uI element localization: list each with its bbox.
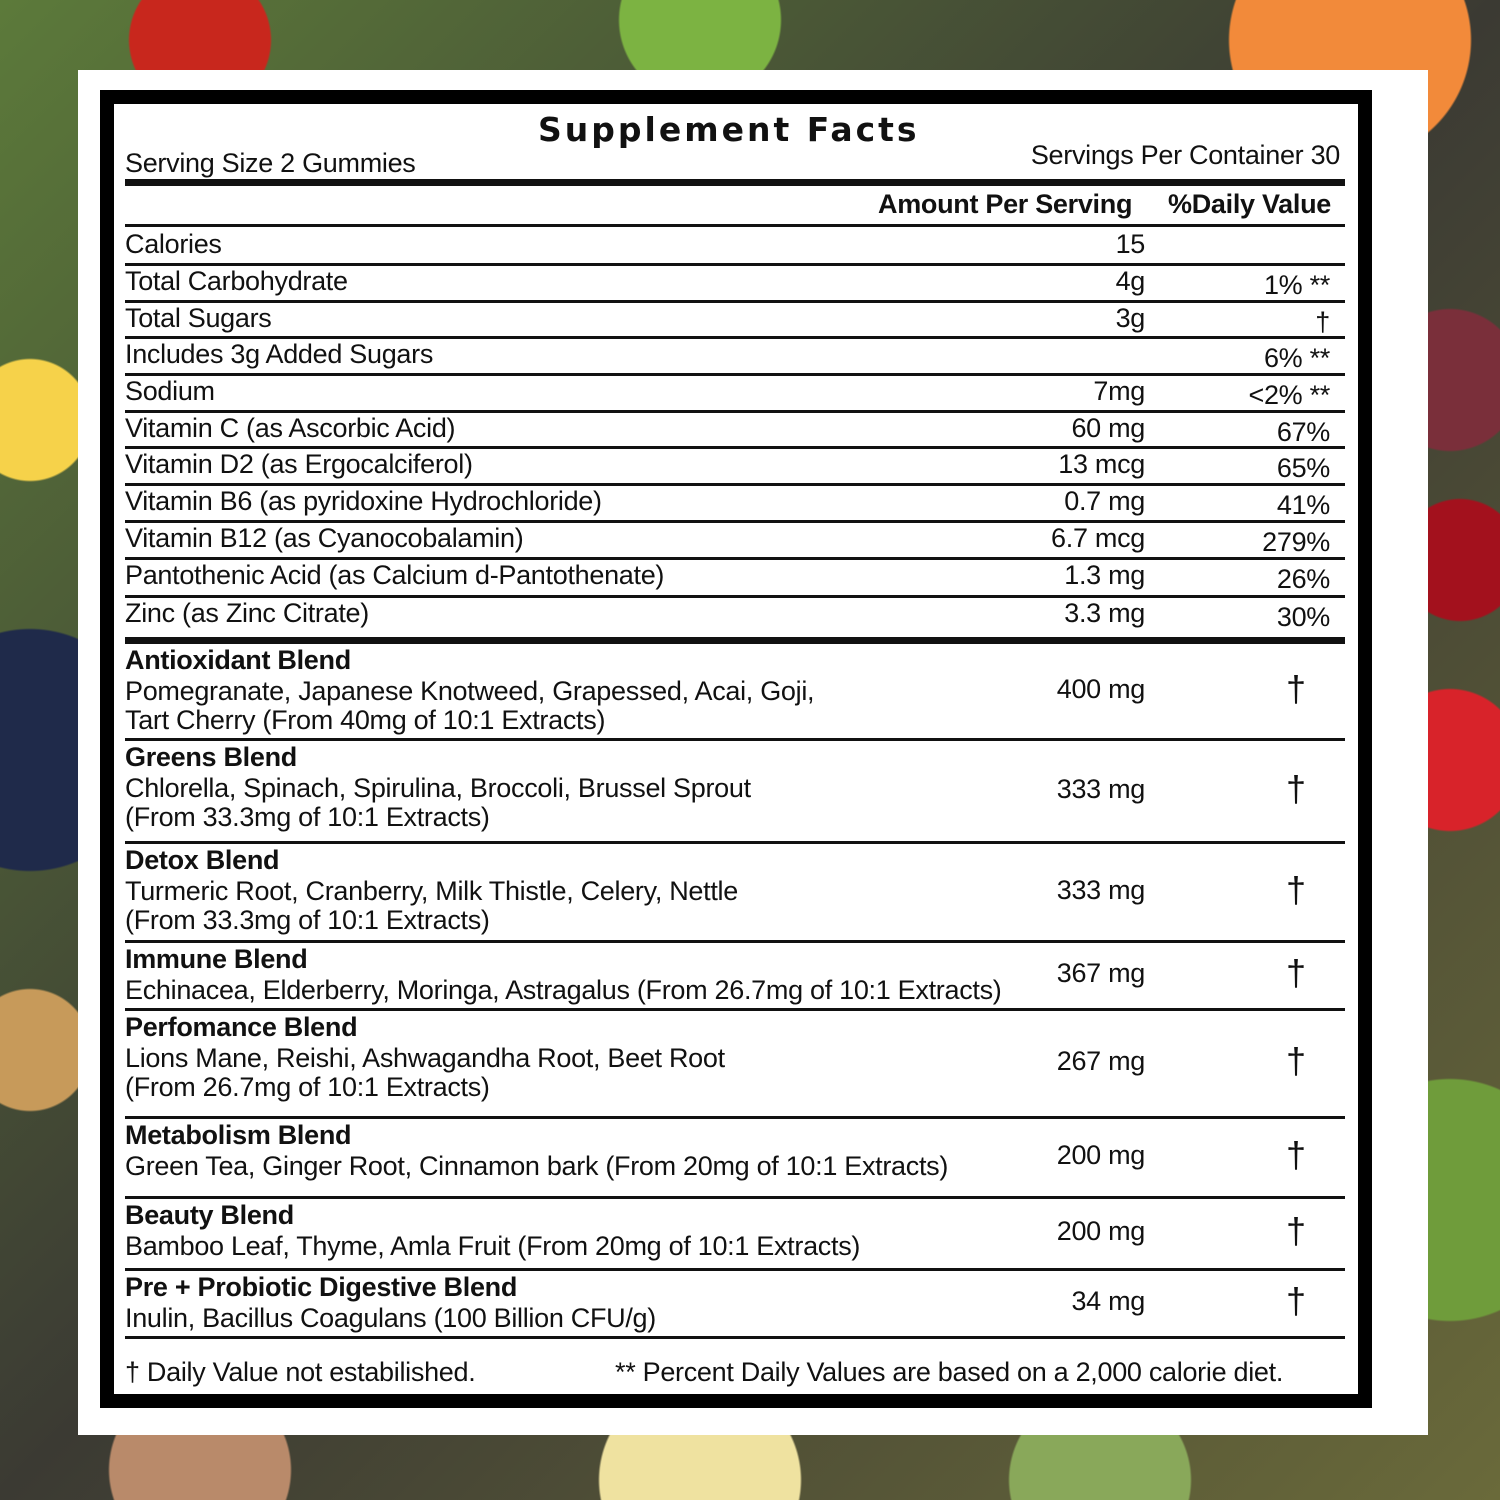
amount-header: Amount Per Serving — [878, 189, 1133, 219]
divider — [125, 1116, 1345, 1119]
nutrient-amount: 15 — [1115, 229, 1146, 259]
nutrient-amount: 7mg — [1093, 376, 1145, 406]
divider — [125, 595, 1345, 598]
blend-name: Immune Blend — [125, 944, 308, 974]
footnote-dagger: † Daily Value not estabilished. — [125, 1357, 476, 1387]
nutrient-daily-value: 6% ** — [1263, 343, 1330, 373]
nutrient-amount: 13 mcg — [1058, 449, 1145, 479]
nutrient-name: Sodium — [125, 376, 215, 406]
blend-amount: 34 mg — [1071, 1286, 1145, 1316]
nutrient-daily-value: 279% — [1262, 527, 1330, 557]
divider — [125, 637, 1345, 644]
blend-name: Perfomance Blend — [125, 1012, 358, 1042]
footnote-daily-values: ** Percent Daily Values are based on a 2… — [615, 1357, 1284, 1387]
nutrient-name: Vitamin B12 (as Cyanocobalamin) — [125, 523, 524, 553]
divider — [125, 557, 1345, 560]
dagger-icon: † — [1286, 1210, 1307, 1251]
nutrient-amount: 3.3 mg — [1064, 598, 1145, 628]
blend-ingredients: Inulin, Bacillus Coagulans (100 Billion … — [125, 1303, 656, 1333]
divider — [125, 1268, 1345, 1271]
blend-amount: 267 mg — [1056, 1046, 1146, 1076]
dagger-icon: † — [1286, 767, 1307, 809]
blend-amount: 333 mg — [1056, 874, 1146, 905]
nutrient-amount: 60 mg — [1071, 413, 1145, 443]
blend-name: Pre + Probiotic Digestive Blend — [125, 1272, 518, 1302]
nutrient-daily-value: 26% — [1276, 564, 1330, 594]
divider — [125, 373, 1345, 376]
divider — [125, 483, 1345, 486]
blend-ingredients: Chlorella, Spinach, Spirulina, Broccoli,… — [125, 773, 751, 803]
blend-ingredients: Pomegranate, Japanese Knotweed, Grapesse… — [125, 676, 815, 706]
nutrient-name: Total Sugars — [125, 303, 272, 333]
divider — [125, 446, 1345, 449]
divider — [125, 520, 1345, 523]
divider — [125, 336, 1345, 339]
divider — [125, 738, 1345, 741]
divider — [125, 1196, 1345, 1199]
dv-header: %Daily Value — [1168, 189, 1331, 219]
nutrient-name: Includes 3g Added Sugars — [125, 339, 434, 369]
divider — [125, 224, 1345, 227]
blend-amount: 200 mg — [1056, 1216, 1146, 1246]
blend-name: Beauty Blend — [125, 1200, 294, 1230]
nutrient-name: Calories — [125, 229, 222, 259]
blend-name: Antioxidant Blend — [125, 645, 351, 675]
page-title: Supplement Facts — [538, 110, 920, 149]
nutrient-daily-value: 1% ** — [1263, 270, 1330, 300]
nutrient-amount: 3g — [1115, 303, 1146, 333]
dagger-icon: † — [1286, 1280, 1307, 1321]
nutrient-daily-value: 41% — [1276, 490, 1330, 520]
nutrient-daily-value: 30% — [1276, 602, 1330, 632]
blend-amount: 200 mg — [1056, 1140, 1146, 1170]
dagger-icon: † — [1286, 868, 1307, 910]
nutrient-daily-value: <2% ** — [1248, 380, 1330, 410]
nutrient-daily-value: 67% — [1276, 417, 1330, 447]
blend-ingredients: Turmeric Root, Cranberry, Milk Thistle, … — [125, 876, 738, 906]
blend-ingredients: (From 26.7mg of 10:1 Extracts) — [125, 1072, 490, 1102]
blend-name: Detox Blend — [125, 845, 280, 875]
nutrient-amount: 1.3 mg — [1064, 560, 1145, 590]
nutrient-amount: 4g — [1115, 266, 1146, 296]
dagger-icon: † — [1286, 1134, 1307, 1175]
dagger-icon: † — [1286, 667, 1307, 709]
divider — [125, 179, 1345, 186]
blend-ingredients: Echinacea, Elderberry, Moringa, Astragal… — [125, 975, 1002, 1005]
supplement-facts-frame — [100, 90, 1372, 1408]
blend-ingredients: Green Tea, Ginger Root, Cinnamon bark (F… — [125, 1151, 949, 1181]
dagger-icon: † — [1286, 1040, 1307, 1081]
nutrient-name: Zinc (as Zinc Citrate) — [125, 598, 369, 628]
nutrient-amount: 0.7 mg — [1064, 486, 1145, 516]
serving-size: Serving Size 2 Gummies — [125, 148, 416, 178]
blend-ingredients: (From 33.3mg of 10:1 Extracts) — [125, 802, 490, 832]
nutrient-amount: 6.7 mcg — [1051, 523, 1145, 553]
dagger-icon: † — [1286, 952, 1307, 993]
blend-ingredients: Tart Cherry (From 40mg of 10:1 Extracts) — [125, 705, 606, 735]
blend-amount: 367 mg — [1056, 958, 1146, 988]
blend-ingredients: Lions Mane, Reishi, Ashwagandha Root, Be… — [125, 1043, 725, 1073]
nutrient-name: Vitamin D2 (as Ergocalciferol) — [125, 449, 473, 479]
blend-name: Metabolism Blend — [125, 1120, 352, 1150]
divider — [125, 263, 1345, 266]
divider — [125, 1008, 1345, 1011]
nutrient-name: Total Carbohydrate — [125, 266, 348, 296]
blend-name: Greens Blend — [125, 742, 297, 772]
blend-amount: 333 mg — [1056, 773, 1146, 804]
nutrient-daily-value: † — [1315, 307, 1330, 337]
blend-amount: 400 mg — [1056, 673, 1146, 704]
divider — [125, 1336, 1345, 1339]
nutrient-name: Vitamin B6 (as pyridoxine Hydrochloride) — [125, 486, 602, 516]
blend-ingredients: Bamboo Leaf, Thyme, Amla Fruit (From 20m… — [125, 1231, 861, 1261]
divider — [125, 410, 1345, 413]
divider — [125, 841, 1345, 844]
nutrient-name: Pantothenic Acid (as Calcium d-Pantothen… — [125, 560, 665, 590]
nutrient-daily-value: 65% — [1276, 453, 1330, 483]
blend-ingredients: (From 33.3mg of 10:1 Extracts) — [125, 905, 490, 935]
servings-per-container: Servings Per Container 30 — [1030, 140, 1340, 170]
divider — [125, 940, 1345, 943]
divider — [125, 300, 1345, 303]
nutrient-name: Vitamin C (as Ascorbic Acid) — [125, 413, 456, 443]
